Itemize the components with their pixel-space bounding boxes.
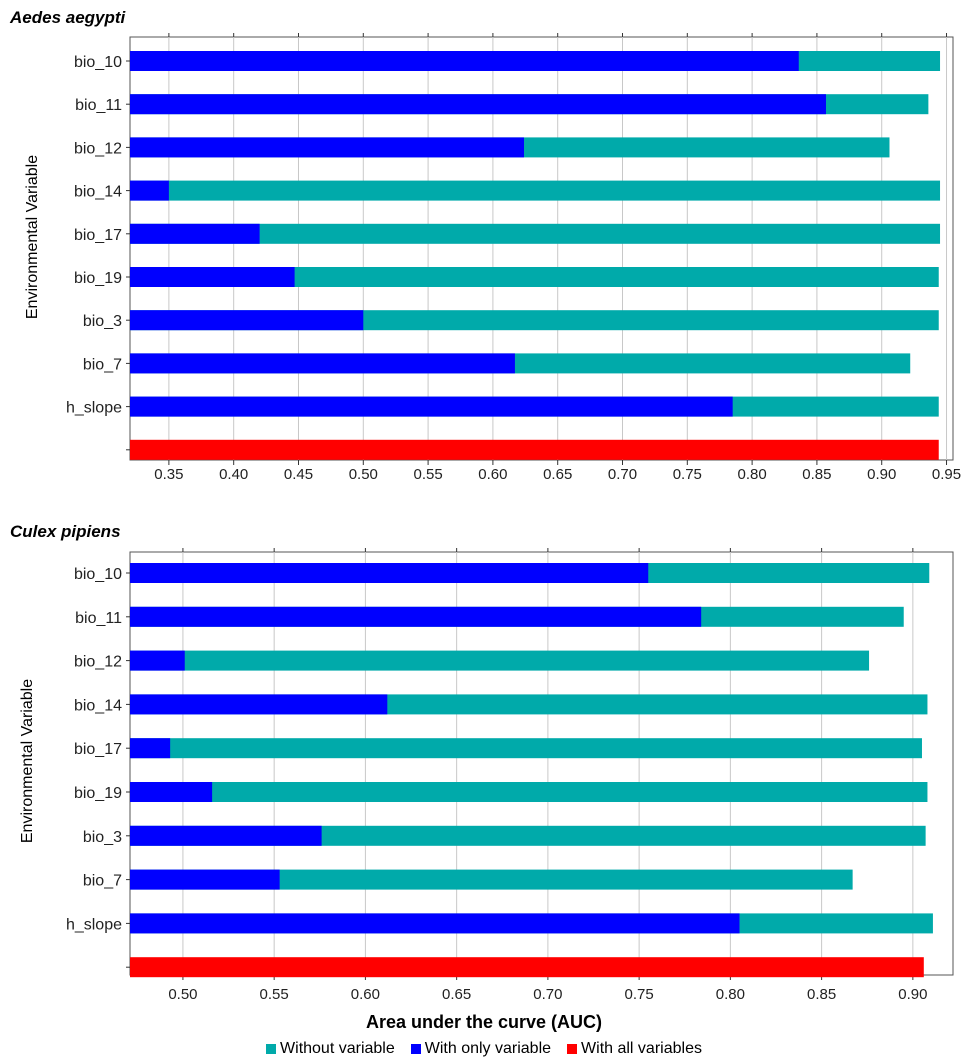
y-tick-label-aedes: bio_3	[83, 313, 122, 330]
x-tick-label-culex: 0.55	[260, 986, 289, 1003]
y-tick-label-culex: bio_17	[74, 741, 122, 758]
legend: Without variable With only variable With…	[0, 1040, 968, 1058]
legend-label-only: With only variable	[424, 1040, 552, 1057]
y-tick-label-aedes: bio_17	[74, 227, 122, 244]
x-tick-label-aedes: 0.65	[543, 466, 572, 483]
legend-swatch-without	[266, 1044, 277, 1054]
x-tick-label-culex: 0.60	[351, 986, 380, 1003]
y-tick-label-culex: bio_10	[74, 566, 122, 583]
bar-without-variable-aedes	[130, 180, 941, 201]
bar-with-only-variable-aedes	[130, 94, 826, 115]
y-tick-label-culex: bio_11	[75, 610, 122, 627]
bar-with-only-variable-aedes	[130, 310, 364, 331]
bar-without-variable-culex	[130, 869, 853, 890]
bar-with-only-variable-aedes	[130, 137, 525, 158]
bar-with-only-variable-culex	[130, 563, 649, 583]
y-tick-label-aedes: bio_19	[74, 270, 122, 287]
x-tick-label-aedes: 0.50	[349, 466, 378, 483]
x-tick-label-aedes: 0.35	[154, 466, 183, 483]
chart-canvas: 0.35 0.40 0.45 0.50 0.55 0.60 0.65 0.70 0.75 0.80…	[66, 33, 961, 1003]
x-tick-label-aedes: 0.90	[867, 466, 896, 483]
bar-with-only-variable-aedes	[130, 180, 169, 201]
bar-without-variable-aedes	[130, 267, 939, 287]
legend-item-without: Without variable	[266, 1040, 395, 1058]
y-tick-label-aedes: h_slope	[66, 400, 122, 417]
bar-without-variable-culex	[130, 650, 870, 671]
legend-label-all: With all variables	[581, 1040, 702, 1057]
bar-with-only-variable-aedes	[130, 353, 515, 374]
x-tick-label-aedes: 0.95	[932, 466, 961, 483]
x-tick-label-aedes: 0.85	[802, 466, 831, 483]
legend-item-only: With only variable	[410, 1040, 552, 1058]
bar-without-variable-aedes	[130, 223, 941, 244]
x-tick-label-aedes: 0.40	[219, 466, 248, 483]
bar-with-only-variable-culex	[130, 606, 702, 627]
x-axis-title: Area under the curve (AUC)	[365, 1012, 603, 1032]
y-tick-label-culex: bio_19	[74, 785, 122, 802]
x-tick-label-aedes: 0.70	[608, 466, 637, 483]
bar-without-variable-culex	[130, 738, 922, 759]
y-tick-label-culex: bio_3	[83, 829, 122, 846]
y-tick-label-culex: h_slope	[66, 916, 122, 933]
chart-title-aedes: Aedes aegypti	[10, 8, 126, 27]
y-tick-label-culex: bio_14	[74, 697, 122, 714]
x-tick-label-aedes: 0.55	[413, 466, 442, 483]
x-tick-label-culex: 0.75	[625, 986, 654, 1003]
bar-with-only-variable-aedes	[130, 396, 733, 417]
bar-with-only-variable-culex	[130, 869, 280, 890]
bar-with-only-variable-culex	[130, 738, 171, 759]
x-tick-label-aedes: 0.80	[738, 466, 767, 483]
bar-with-only-variable-culex	[130, 782, 213, 802]
bar-with-only-variable-aedes	[130, 223, 260, 244]
bar-with-only-variable-culex	[130, 913, 740, 934]
bar-without-variable-culex	[130, 825, 926, 846]
y-tick-label-aedes: bio_14	[74, 184, 122, 201]
legend-swatch-all	[567, 1044, 578, 1054]
y-tick-label-aedes: bio_7	[83, 356, 122, 373]
bar-without-variable-culex	[130, 782, 928, 802]
y-tick-label-culex: bio_12	[74, 654, 122, 671]
bar-with-only-variable-aedes	[130, 51, 799, 71]
bar-with-only-variable-aedes	[130, 267, 295, 287]
legend-item-all: With all variables	[567, 1040, 702, 1058]
x-tick-label-culex: 0.65	[442, 986, 471, 1003]
x-tick-label-culex: 0.90	[898, 986, 927, 1003]
x-tick-label-aedes: 0.60	[478, 466, 507, 483]
y-tick-label-aedes: bio_11	[75, 97, 122, 114]
bar-with-all-variables-aedes	[130, 439, 939, 460]
x-tick-label-culex: 0.70	[533, 986, 562, 1003]
legend-swatch-only	[410, 1044, 421, 1054]
x-tick-label-culex: 0.80	[716, 986, 745, 1003]
x-tick-label-aedes: 0.45	[284, 466, 313, 483]
y-tick-label-aedes: bio_12	[74, 140, 122, 157]
x-tick-label-aedes: 0.75	[673, 466, 702, 483]
y-tick-label-culex: bio_7	[83, 873, 122, 890]
bar-with-all-variables-culex	[130, 957, 924, 978]
x-tick-label-culex: 0.50	[168, 986, 197, 1003]
legend-label-without: Without variable	[280, 1040, 395, 1057]
bar-with-only-variable-culex	[130, 825, 322, 846]
bar-with-only-variable-culex	[130, 650, 185, 671]
x-tick-label-culex: 0.85	[807, 986, 836, 1003]
chart-title-culex: Culex pipiens	[10, 522, 121, 541]
y-tick-label-aedes: bio_10	[74, 54, 122, 71]
bar-with-only-variable-culex	[130, 694, 388, 715]
